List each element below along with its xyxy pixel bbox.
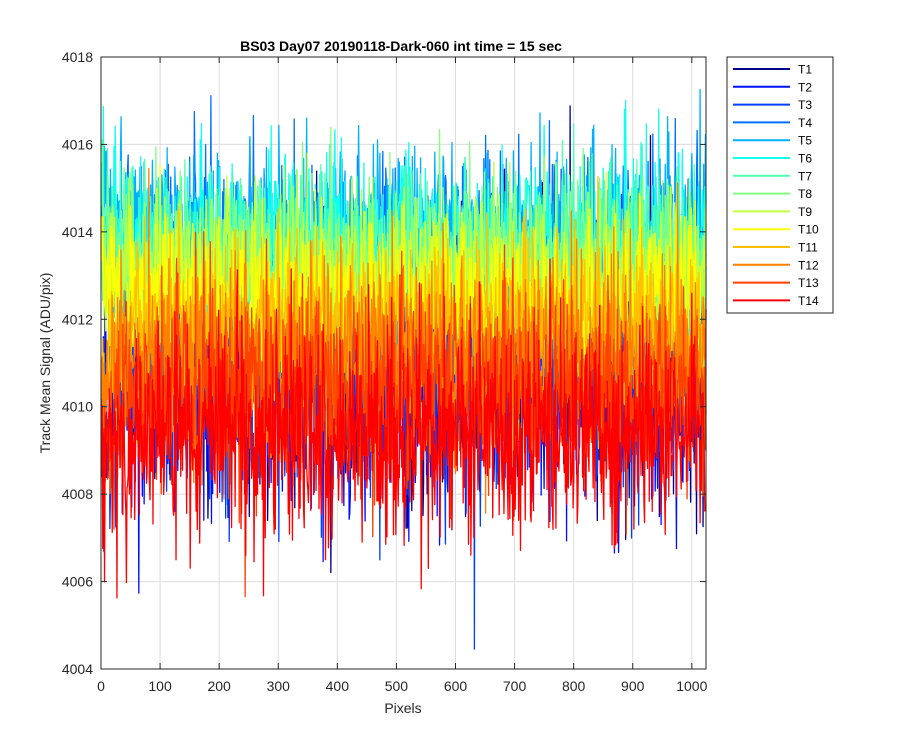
y-tick-label: 4016 xyxy=(62,136,93,152)
legend-label-t4: T4 xyxy=(798,116,812,130)
x-tick-label: 800 xyxy=(562,678,586,694)
y-tick-label: 4006 xyxy=(62,574,93,590)
legend-label-t5: T5 xyxy=(798,134,812,148)
chart-title: BS03 Day07 20190118-Dark-060 int time = … xyxy=(240,38,562,54)
legend-label-t14: T14 xyxy=(798,294,819,308)
x-tick-label: 300 xyxy=(267,678,291,694)
legend-label-t8: T8 xyxy=(798,187,812,201)
legend-label-t2: T2 xyxy=(798,80,812,94)
x-tick-label: 900 xyxy=(621,678,645,694)
y-tick-label: 4004 xyxy=(62,661,93,677)
legend-box xyxy=(726,56,834,314)
x-tick-label: 200 xyxy=(207,678,231,694)
y-axis-title: Track Mean Signal (ADU/pix) xyxy=(37,273,53,454)
y-tick-label: 4010 xyxy=(62,399,93,415)
y-tick-labels: 4004 4006 4008 4010 4012 4014 4016 4018 xyxy=(62,49,93,677)
plot-frame xyxy=(100,56,707,670)
x-tick-label: 0 xyxy=(97,678,105,694)
series-lines xyxy=(100,89,707,650)
x-axis-title: Pixels xyxy=(384,700,421,716)
tick-marks xyxy=(100,56,706,670)
legend-label-t10: T10 xyxy=(798,223,819,237)
x-tick-label: 500 xyxy=(385,678,409,694)
legend-label-t11: T11 xyxy=(798,241,818,255)
legend-label-t6: T6 xyxy=(798,152,812,166)
x-tick-label: 600 xyxy=(444,678,468,694)
legend: T1 T2 T3 T4 T5 T6 T7 T8 T9 T10 T11 T12 T13 T14 xyxy=(726,56,834,314)
x-tick-labels: 0 100 200 300 400 500 600 700 800 900 1000 xyxy=(97,678,707,694)
x-tick-label: 400 xyxy=(326,678,350,694)
legend-label-t9: T9 xyxy=(798,205,812,219)
x-tick-label: 100 xyxy=(148,678,172,694)
y-tick-label: 4008 xyxy=(62,486,93,502)
y-tick-label: 4014 xyxy=(62,224,93,240)
legend-label-t1: T1 xyxy=(798,63,812,77)
legend-label-t12: T12 xyxy=(798,258,819,272)
y-tick-label: 4018 xyxy=(62,49,93,65)
x-tick-label: 700 xyxy=(503,678,527,694)
legend-label-t13: T13 xyxy=(798,276,819,290)
y-tick-label: 4012 xyxy=(62,311,93,327)
legend-label-t3: T3 xyxy=(798,98,812,112)
legend-label-t7: T7 xyxy=(798,169,812,183)
x-tick-label: 1000 xyxy=(676,678,707,694)
series-line-t14 xyxy=(100,258,707,599)
